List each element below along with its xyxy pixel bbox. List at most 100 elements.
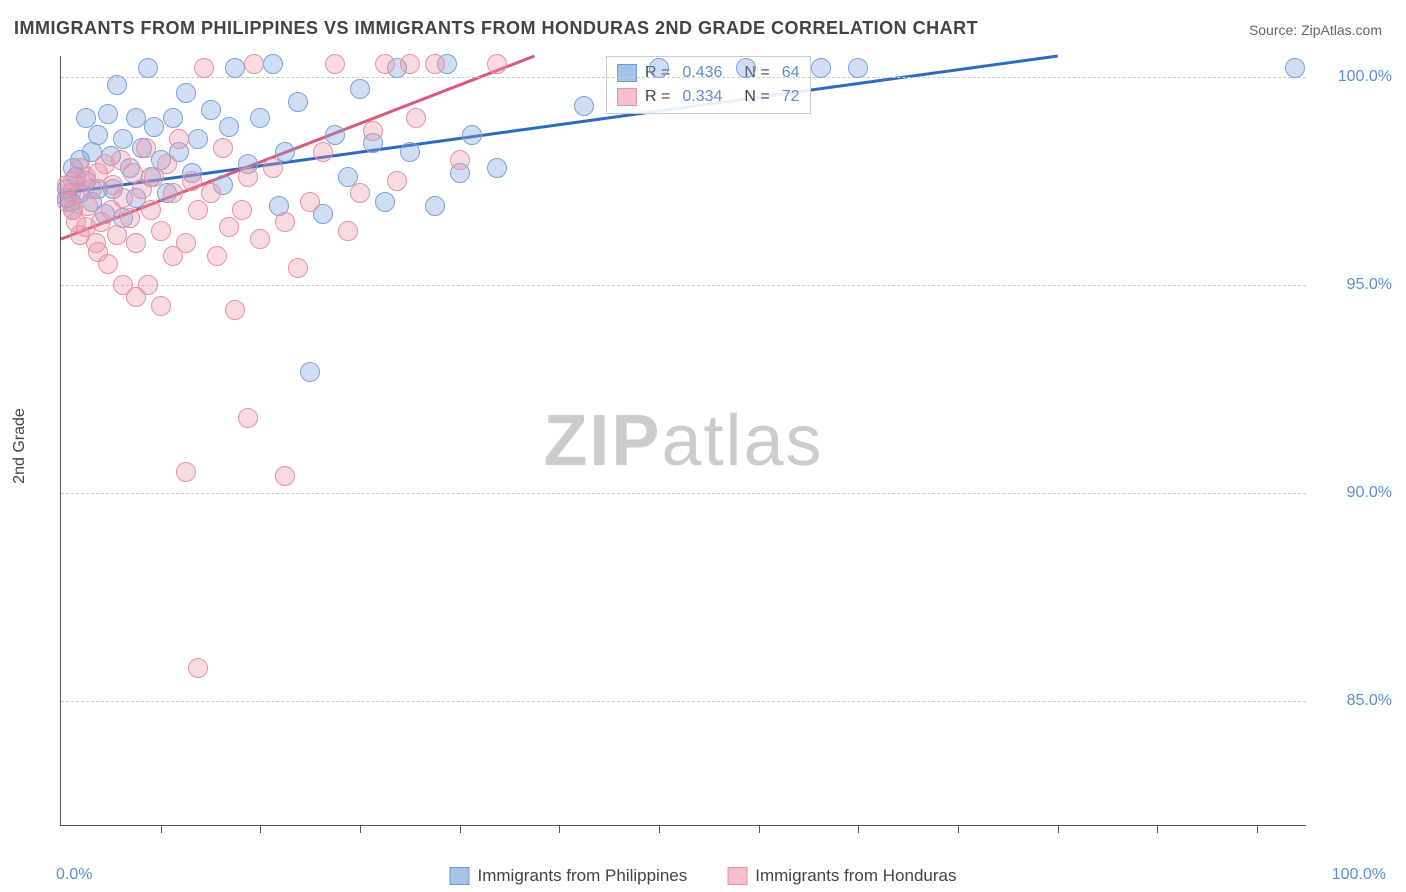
- data-point: [450, 150, 470, 170]
- data-point: [138, 275, 158, 295]
- data-point: [151, 221, 171, 241]
- r-value: 0.436: [682, 61, 722, 85]
- data-point: [263, 158, 283, 178]
- legend-item-philippines: Immigrants from Philippines: [450, 866, 688, 886]
- gridline-horizontal: [61, 77, 1306, 78]
- y-tick-label: 85.0%: [1347, 692, 1392, 710]
- data-point: [462, 125, 482, 145]
- x-tick: [260, 825, 261, 833]
- gridline-horizontal: [61, 285, 1306, 286]
- data-point: [275, 466, 295, 486]
- x-tick: [1058, 825, 1059, 833]
- x-tick: [360, 825, 361, 833]
- data-point: [250, 229, 270, 249]
- data-point: [213, 138, 233, 158]
- chart-title: IMMIGRANTS FROM PHILIPPINES VS IMMIGRANT…: [14, 18, 978, 39]
- data-point: [375, 54, 395, 74]
- data-point: [98, 254, 118, 274]
- data-point: [275, 142, 295, 162]
- data-point: [157, 154, 177, 174]
- legend-swatch-icon: [617, 64, 637, 82]
- y-tick-label: 95.0%: [1347, 276, 1392, 294]
- data-point: [163, 108, 183, 128]
- data-point: [120, 208, 140, 228]
- data-point: [88, 125, 108, 145]
- data-point: [188, 200, 208, 220]
- data-point: [219, 217, 239, 237]
- data-point: [144, 117, 164, 137]
- legend-label: Immigrants from Philippines: [478, 866, 688, 886]
- x-tick: [759, 825, 760, 833]
- n-value: 64: [782, 61, 800, 85]
- data-point: [387, 171, 407, 191]
- data-point: [325, 54, 345, 74]
- data-point: [288, 92, 308, 112]
- data-point: [848, 58, 868, 78]
- n-label: N =: [744, 85, 769, 109]
- gridline-horizontal: [61, 701, 1306, 702]
- gridline-horizontal: [61, 493, 1306, 494]
- data-point: [400, 142, 420, 162]
- data-point: [194, 58, 214, 78]
- data-point: [250, 108, 270, 128]
- data-point: [325, 125, 345, 145]
- data-point: [225, 300, 245, 320]
- data-point: [107, 225, 127, 245]
- data-point: [219, 117, 239, 137]
- data-point: [201, 183, 221, 203]
- data-point: [300, 192, 320, 212]
- legend-label: Immigrants from Honduras: [755, 866, 956, 886]
- data-point: [151, 296, 171, 316]
- data-point: [136, 138, 156, 158]
- data-point: [182, 171, 202, 191]
- data-point: [113, 129, 133, 149]
- data-point: [400, 54, 420, 74]
- data-point: [275, 212, 295, 232]
- data-point: [375, 192, 395, 212]
- data-point: [188, 658, 208, 678]
- data-point: [736, 58, 756, 78]
- data-point: [313, 142, 333, 162]
- correlation-legend: R =0.436N =64R =0.334N =72: [606, 56, 811, 114]
- data-point: [201, 100, 221, 120]
- data-point: [169, 129, 189, 149]
- data-point: [300, 362, 320, 382]
- legend-swatch-icon: [450, 867, 470, 885]
- data-point: [176, 83, 196, 103]
- x-tick: [161, 825, 162, 833]
- source-label: Source: ZipAtlas.com: [1249, 22, 1382, 38]
- data-point: [176, 462, 196, 482]
- data-point: [113, 188, 133, 208]
- y-tick-label: 90.0%: [1347, 484, 1392, 502]
- x-tick: [858, 825, 859, 833]
- x-tick: [958, 825, 959, 833]
- data-point: [176, 233, 196, 253]
- legend-row: R =0.436N =64: [617, 61, 800, 85]
- data-point: [238, 408, 258, 428]
- data-point: [363, 121, 383, 141]
- series-legend: Immigrants from Philippines Immigrants f…: [450, 866, 957, 886]
- data-point: [98, 104, 118, 124]
- legend-swatch-icon: [617, 88, 637, 106]
- data-point: [350, 183, 370, 203]
- data-point: [811, 58, 831, 78]
- x-tick: [659, 825, 660, 833]
- x-tick: [460, 825, 461, 833]
- data-point: [207, 246, 227, 266]
- data-point: [1285, 58, 1305, 78]
- r-label: R =: [645, 85, 670, 109]
- data-point: [244, 54, 264, 74]
- y-axis-label: 2nd Grade: [11, 408, 29, 484]
- plot-area: ZIPatlas R =0.436N =64R =0.334N =72: [60, 56, 1306, 826]
- data-point: [225, 58, 245, 78]
- x-tick: [559, 825, 560, 833]
- data-point: [406, 108, 426, 128]
- x-axis-max-label: 100.0%: [1332, 866, 1386, 884]
- data-point: [649, 58, 669, 78]
- n-value: 72: [782, 85, 800, 109]
- data-point: [574, 96, 594, 116]
- data-point: [232, 200, 252, 220]
- legend-swatch-icon: [727, 867, 747, 885]
- data-point: [126, 108, 146, 128]
- data-point: [238, 167, 258, 187]
